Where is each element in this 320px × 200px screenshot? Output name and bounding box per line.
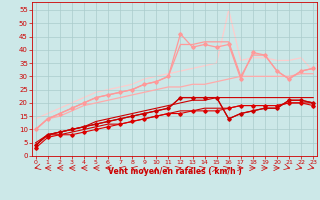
X-axis label: Vent moyen/en rafales ( km/h ): Vent moyen/en rafales ( km/h ) [108, 167, 241, 176]
